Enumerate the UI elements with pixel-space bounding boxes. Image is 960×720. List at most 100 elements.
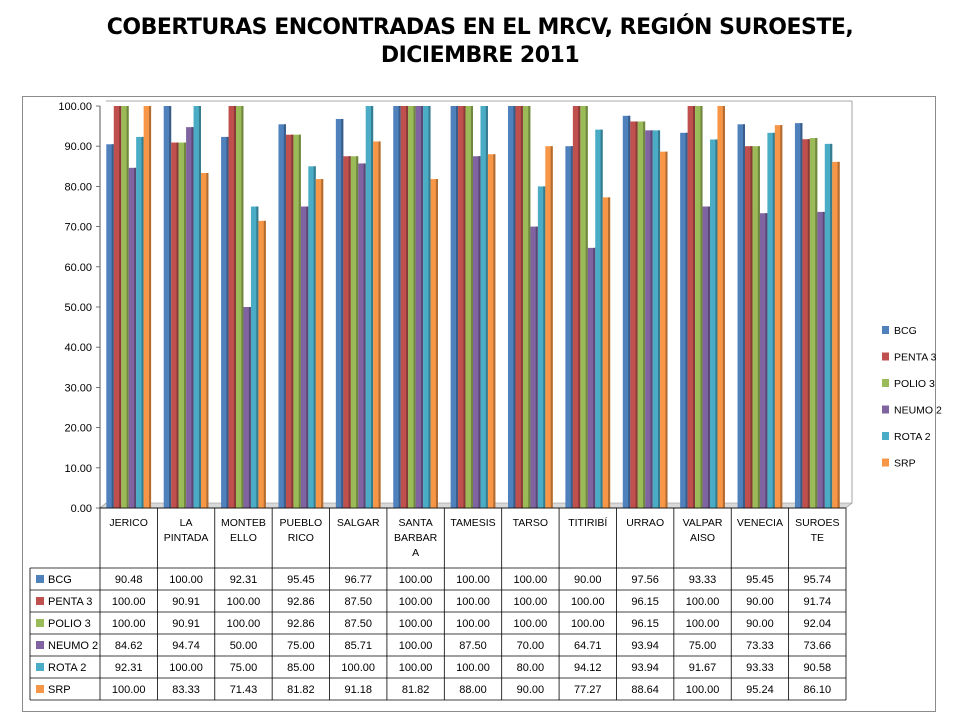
table-value: 75.00 <box>287 640 315 652</box>
bar-side-shade <box>428 106 431 508</box>
legend-key <box>882 352 889 361</box>
table-value: 100.00 <box>112 684 146 696</box>
table-value: 100.00 <box>456 574 490 586</box>
table-value: 84.62 <box>115 640 143 652</box>
table-value: 92.86 <box>287 618 315 630</box>
bar-side-shade <box>306 206 309 508</box>
bar-side-shade <box>119 106 122 508</box>
table-value: 100.00 <box>456 618 490 630</box>
table-series-label: BCG <box>48 574 72 586</box>
bar-side-shade <box>543 186 546 508</box>
bar <box>637 121 646 509</box>
bar <box>200 173 209 508</box>
table-value: 92.04 <box>804 618 832 630</box>
table-value: 96.15 <box>631 596 659 608</box>
bar-side-shade <box>570 146 573 508</box>
table-value: 92.86 <box>287 596 315 608</box>
bar-side-shade <box>485 106 488 508</box>
bar-side-shade <box>233 106 237 508</box>
bar <box>630 121 638 509</box>
table-value: 80.00 <box>517 662 545 674</box>
y-tick-label: 10.00 <box>64 463 92 475</box>
chart-title: COBERTURAS ENCONTRADAS EN EL MRCV, REGIÓ… <box>106 15 854 68</box>
table-value: 100.00 <box>169 574 203 586</box>
bar <box>308 166 316 509</box>
table-value: 100.00 <box>399 640 433 652</box>
legend-key <box>882 379 889 387</box>
y-tick-label: 30.00 <box>64 382 92 394</box>
table-value: 100.00 <box>227 596 261 608</box>
table-value: 87.50 <box>344 596 372 608</box>
bar <box>243 307 251 508</box>
bar <box>236 106 244 508</box>
bar-side-shade <box>435 179 438 508</box>
bar-side-shade <box>650 130 653 508</box>
table-value: 90.00 <box>517 684 545 696</box>
bar-side-shade <box>191 127 194 508</box>
bar-side-shade <box>700 106 703 508</box>
table-value: 95.45 <box>287 574 315 586</box>
bar-side-shade <box>248 307 251 508</box>
table-series-label: NEUMO 2 <box>48 640 98 652</box>
table-value: 100.00 <box>686 618 720 630</box>
bar-side-shade <box>643 121 646 509</box>
table-value: 95.74 <box>804 574 832 586</box>
bar <box>128 167 137 508</box>
bar <box>774 125 783 509</box>
table-value: 90.00 <box>746 596 774 608</box>
bar <box>709 139 718 508</box>
table-legend-key <box>36 641 44 649</box>
bar <box>285 134 294 508</box>
table-value: 64.71 <box>574 640 602 652</box>
bar-side-shade <box>750 146 753 508</box>
table-series-label: ROTA 2 <box>48 662 86 674</box>
table-value: 100.00 <box>399 662 433 674</box>
category-label: TE <box>811 532 824 544</box>
table-legend-key <box>36 619 44 627</box>
bar <box>315 179 324 508</box>
table-value: 93.33 <box>746 662 774 674</box>
table-value: 90.91 <box>172 618 200 630</box>
bar-side-shade <box>722 106 725 508</box>
legend-label: POLIO 3 <box>894 378 935 390</box>
table-value: 83.33 <box>172 684 200 696</box>
table-value: 88.64 <box>631 684 659 696</box>
bar-side-shade <box>176 142 179 508</box>
table-legend-key <box>36 597 44 605</box>
table-value: 77.27 <box>574 684 602 696</box>
bar <box>228 106 237 508</box>
table-value: 81.82 <box>402 684 430 696</box>
bar-side-shade <box>183 142 187 508</box>
legend-label: SRP <box>894 458 916 470</box>
bar-side-shade <box>715 139 718 508</box>
bar-side-shade <box>600 129 603 508</box>
legend-key <box>882 432 889 440</box>
bar <box>759 213 768 509</box>
bar <box>602 197 611 508</box>
bar <box>335 118 344 509</box>
table-value: 90.91 <box>172 596 200 608</box>
bar <box>565 146 573 508</box>
bar <box>258 220 266 509</box>
bar <box>695 106 703 508</box>
table-value: 87.50 <box>459 640 487 652</box>
category-label: SALGAR <box>337 517 380 529</box>
bar-side-shade <box>800 123 803 509</box>
bar <box>186 127 194 508</box>
bar-side-shade <box>455 106 459 508</box>
y-tick-label: 50.00 <box>64 302 92 314</box>
bar-side-shade <box>593 247 596 509</box>
table-value: 100.00 <box>227 618 261 630</box>
bar <box>645 130 653 508</box>
bar <box>430 179 438 508</box>
table-value: 100.00 <box>169 662 203 674</box>
category-label: LA <box>180 517 193 529</box>
table-series-label: PENTA 3 <box>48 596 92 608</box>
table-value: 70.00 <box>517 640 545 652</box>
bar-side-shade <box>148 106 152 508</box>
table-value: 100.00 <box>514 618 548 630</box>
bar-side-shade <box>341 118 344 509</box>
bar <box>545 146 553 508</box>
bar-side-shade <box>608 197 611 508</box>
